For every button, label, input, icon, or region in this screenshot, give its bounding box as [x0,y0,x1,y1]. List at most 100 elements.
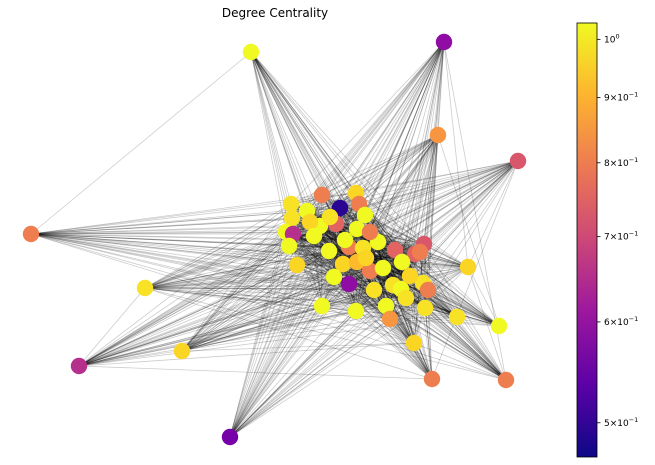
edge [348,283,415,344]
node [429,126,447,144]
node [325,268,343,286]
edge [144,192,357,289]
node [336,231,354,249]
edge [30,210,308,235]
edge [423,134,439,245]
edge [355,41,445,194]
node [301,213,319,231]
edge [250,51,425,245]
node [321,208,339,226]
edge [296,264,433,380]
edge [405,266,469,299]
node [361,223,379,241]
edge [424,266,469,309]
edge [356,261,469,268]
edge [285,41,445,233]
edge [250,51,367,259]
edge [292,233,335,278]
edge [144,217,293,289]
edge [30,233,364,249]
edge [250,51,415,344]
edge [389,316,458,320]
node [221,428,239,446]
edge [144,287,407,299]
edge [78,257,367,367]
edge [229,288,402,438]
edge [414,253,500,327]
node [280,237,298,255]
colorbar-ticks: 5×10−1 6×10−1 7×10−1 8×10−1 9×10−1 100 [597,32,638,429]
edge [285,192,357,233]
edge [389,318,500,327]
edge [296,264,357,312]
edge [339,160,519,209]
edge [413,253,416,344]
edge [321,249,396,307]
edge-layer [30,41,519,438]
edge [358,203,469,268]
edge [419,41,445,253]
edge [181,239,346,352]
edge [144,243,425,289]
edge [30,194,323,235]
edge [78,263,344,367]
edge [355,134,439,312]
edge [229,253,416,438]
edge [427,289,500,327]
colorbar-tick-label: 9×10−1 [604,91,638,104]
edge [355,192,425,245]
edge [358,41,445,205]
edge [229,305,323,438]
node [416,299,434,317]
edge [319,160,519,227]
edge [362,160,519,249]
edge [291,134,439,219]
node [356,206,374,224]
node [340,275,358,293]
node [365,281,383,299]
edge [365,257,433,380]
edge [250,51,407,299]
edge [181,214,366,352]
edge [348,283,426,309]
edge [78,284,394,367]
edge [144,276,335,289]
edge [144,287,375,291]
edge [339,207,384,269]
edge [229,192,357,438]
edge [229,207,341,438]
edge [328,250,507,381]
colorbar-gradient [576,22,598,458]
edge [409,266,469,277]
edge [30,192,357,235]
edge [401,261,469,268]
edge [250,51,364,249]
edge [78,365,433,380]
edge [181,310,357,352]
node [490,317,508,335]
edge [424,307,433,380]
edge [78,203,292,367]
edge [400,160,519,290]
edge [356,160,519,230]
edge [467,160,519,268]
edge [229,250,330,438]
edge [78,283,350,367]
edge [355,160,519,312]
edge [365,160,519,259]
edge [365,257,469,268]
node [377,297,395,315]
edge [78,289,429,367]
edge [144,287,387,307]
edge [355,282,424,312]
node [70,357,88,375]
edge [30,233,387,307]
edge [329,134,439,218]
edge [328,250,433,380]
edge [385,305,507,381]
edge [290,41,445,205]
edge [181,282,424,352]
edge [288,245,507,381]
edge [78,245,290,367]
edge [144,245,290,289]
